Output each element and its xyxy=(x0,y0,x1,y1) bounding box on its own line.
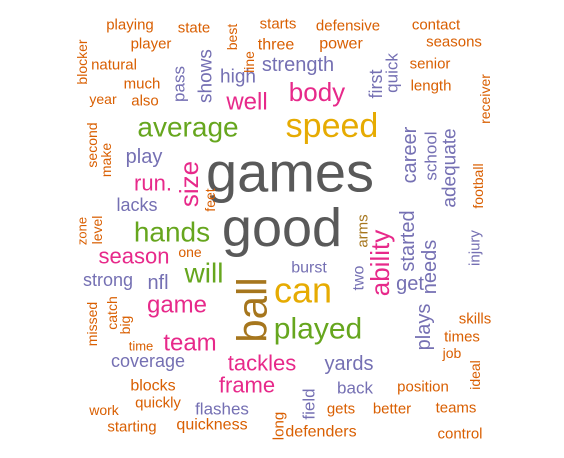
word-arms-label: arms xyxy=(355,214,372,247)
word-senior-label: senior xyxy=(410,56,451,73)
word-blocks-label: blocks xyxy=(130,378,175,395)
word-missed-label: missed xyxy=(84,302,100,346)
word-work-label: work xyxy=(88,402,120,418)
word-run-label: run. xyxy=(134,171,172,196)
word-will-label: will xyxy=(184,258,224,289)
word-long-label: long xyxy=(271,412,288,440)
word-ideal-label: ideal xyxy=(467,360,483,390)
word-can-label: can xyxy=(274,270,332,311)
word-team-label: team xyxy=(163,330,216,357)
word-level-label: level xyxy=(89,216,105,245)
word-defensive-label: defensive xyxy=(316,18,380,35)
word-starting-label: starting xyxy=(107,419,156,436)
word-yards-label: yards xyxy=(325,353,374,375)
word-also-label: also xyxy=(131,93,159,110)
word-burst-label: burst xyxy=(291,260,327,277)
word-pass-label: pass xyxy=(170,66,189,102)
word-adequate-label: adequate xyxy=(440,128,461,207)
word-one-label: one xyxy=(178,244,202,260)
word-well-label: well xyxy=(225,89,267,116)
word-coverage-label: coverage xyxy=(111,351,185,371)
word-frame-label: frame xyxy=(219,373,275,398)
word-blocker-label: blocker xyxy=(74,39,90,84)
word-line-label: line xyxy=(241,51,257,73)
word-time-label: time xyxy=(129,339,154,354)
word-quick-label: quick xyxy=(383,53,402,93)
word-play-label: play xyxy=(126,146,163,168)
word-field-label: field xyxy=(300,388,319,419)
word-strength-label: strength xyxy=(262,54,334,76)
word-power-label: power xyxy=(319,36,363,53)
word-started-label: started xyxy=(397,210,419,271)
word-contact-label: contact xyxy=(412,17,461,34)
word-seasons-label: seasons xyxy=(426,34,482,51)
word-control-label: control xyxy=(437,426,482,443)
word-back-label: back xyxy=(337,379,373,398)
word-shows-label: shows xyxy=(196,49,217,103)
word-game-label: game xyxy=(147,292,207,319)
word-gets-label: gets xyxy=(327,401,355,418)
word-hands-label: hands xyxy=(134,217,210,248)
word-quickness-label: quickness xyxy=(176,417,247,434)
word-football-label: football xyxy=(470,163,486,208)
word-career-label: career xyxy=(399,126,421,183)
word-length-label: length xyxy=(411,78,452,95)
word-school-label: school xyxy=(422,131,441,180)
word-tackles-label: tackles xyxy=(228,351,296,376)
word-average-label: average xyxy=(137,112,238,143)
word-skills-label: skills xyxy=(459,311,492,328)
word-position-label: position xyxy=(397,379,449,396)
word-played-label: played xyxy=(274,313,362,346)
word-flashes-label: flashes xyxy=(195,400,249,419)
word-much-label: much xyxy=(124,76,161,93)
word-playing-label: playing xyxy=(106,17,154,34)
word-good-label: good xyxy=(222,198,342,258)
word-big-label: big xyxy=(117,316,133,335)
word-high-label: high xyxy=(220,67,256,88)
word-feet-label: feet xyxy=(202,188,218,211)
word-ball-label: ball xyxy=(229,277,276,342)
word-nfl-label: nfl xyxy=(147,272,168,294)
word-strong-label: strong xyxy=(83,270,133,290)
word-receiver-label: receiver xyxy=(477,74,493,124)
word-best-label: best xyxy=(224,24,240,51)
word-two-label: two xyxy=(351,265,368,290)
word-job-label: job xyxy=(442,345,462,361)
word-player-label: player xyxy=(131,36,172,53)
word-speed-label: speed xyxy=(286,107,379,145)
word-body-label: body xyxy=(289,77,345,107)
word-needs-label: needs xyxy=(419,240,441,295)
word-starts-label: starts xyxy=(260,16,297,33)
word-second-label: second xyxy=(84,122,100,167)
word-lacks-label: lacks xyxy=(116,195,157,215)
word-natural-label: natural xyxy=(91,57,137,74)
word-state-label: state xyxy=(178,20,211,37)
word-three-label: three xyxy=(258,37,295,54)
word-teams-label: teams xyxy=(436,400,477,417)
word-injury-label: injury xyxy=(467,230,484,266)
word-get-label: get xyxy=(396,273,424,295)
word-games-label: games xyxy=(206,141,374,204)
word-year-label: year xyxy=(89,91,117,107)
word-zone-label: zone xyxy=(75,217,90,245)
word-defenders-label: defenders xyxy=(285,424,356,441)
word-size-label: size xyxy=(174,161,204,207)
word-better-label: better xyxy=(373,401,411,418)
word-season-label: season xyxy=(99,244,170,269)
word-make-label: make xyxy=(98,143,114,177)
word-ability-label: ability xyxy=(365,230,395,296)
word-quickly-label: quickly xyxy=(135,395,181,412)
word-catch-label: catch xyxy=(104,296,120,329)
word-first-label: first xyxy=(366,70,386,99)
word-times-label: times xyxy=(444,329,480,346)
word-plays-label: plays xyxy=(413,304,435,351)
